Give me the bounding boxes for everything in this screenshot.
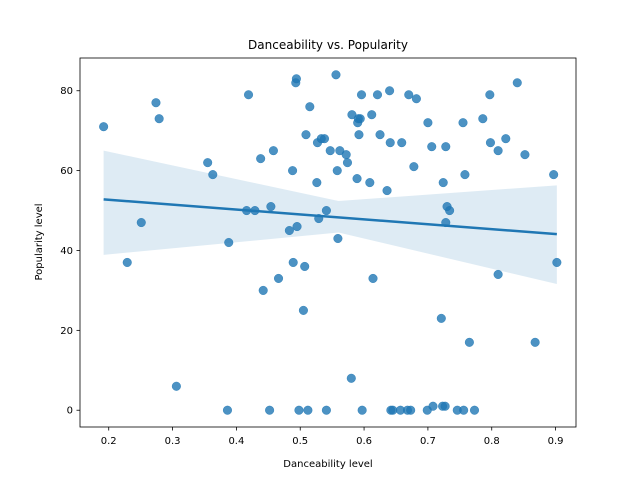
data-point xyxy=(441,402,450,411)
data-point xyxy=(424,118,433,127)
data-point xyxy=(302,130,311,139)
data-point xyxy=(259,286,268,295)
data-point xyxy=(342,150,351,159)
data-point xyxy=(404,90,413,99)
data-point xyxy=(465,338,474,347)
data-point xyxy=(326,146,335,155)
data-point xyxy=(267,202,276,211)
data-point xyxy=(306,102,315,111)
x-tick-label: 0.7 xyxy=(420,436,436,447)
data-point xyxy=(304,406,313,415)
data-point xyxy=(445,206,454,215)
data-point xyxy=(367,110,376,119)
data-point xyxy=(357,90,366,99)
data-point xyxy=(343,158,352,167)
data-point xyxy=(322,406,331,415)
data-point xyxy=(155,114,164,123)
data-point xyxy=(406,406,415,415)
data-point xyxy=(412,94,421,103)
data-point xyxy=(224,238,233,247)
data-point xyxy=(461,170,470,179)
data-point xyxy=(288,166,297,175)
data-point xyxy=(441,142,450,151)
data-point xyxy=(293,222,302,231)
data-point xyxy=(383,186,392,195)
data-point xyxy=(347,374,356,383)
data-point xyxy=(334,234,343,243)
data-point xyxy=(203,158,212,167)
data-point xyxy=(429,402,438,411)
y-tick-label: 20 xyxy=(60,326,73,337)
y-tick-label: 80 xyxy=(60,86,73,97)
y-axis-label: Popularity level xyxy=(34,203,45,280)
y-tick-label: 60 xyxy=(60,166,73,177)
data-point xyxy=(289,258,298,267)
x-tick-label: 0.8 xyxy=(484,436,500,447)
data-point xyxy=(285,226,294,235)
data-point xyxy=(244,90,253,99)
data-point xyxy=(208,170,217,179)
data-point xyxy=(369,274,378,283)
data-point xyxy=(353,174,362,183)
x-tick-label: 0.9 xyxy=(548,436,564,447)
data-point xyxy=(300,262,309,271)
data-point xyxy=(459,406,468,415)
data-point xyxy=(376,130,385,139)
data-point xyxy=(427,142,436,151)
data-point xyxy=(385,86,394,95)
data-point xyxy=(333,166,342,175)
data-point xyxy=(553,258,562,267)
data-point xyxy=(269,146,278,155)
data-point xyxy=(373,90,382,99)
data-point xyxy=(313,178,322,187)
data-point xyxy=(299,306,308,315)
data-point xyxy=(521,150,530,159)
x-tick-label: 0.5 xyxy=(292,436,308,447)
data-point xyxy=(358,406,367,415)
data-point xyxy=(295,406,304,415)
chart-title: Danceability vs. Popularity xyxy=(248,38,408,52)
data-point xyxy=(386,138,395,147)
data-point xyxy=(410,162,419,171)
data-point xyxy=(397,138,406,147)
data-point xyxy=(322,206,331,215)
data-point xyxy=(265,406,274,415)
data-point xyxy=(366,178,375,187)
data-point xyxy=(494,270,503,279)
data-point xyxy=(292,74,301,83)
data-point xyxy=(332,70,341,79)
data-point xyxy=(479,114,488,123)
data-point xyxy=(137,218,146,227)
x-tick-label: 0.4 xyxy=(228,436,244,447)
data-point xyxy=(486,138,495,147)
data-point xyxy=(172,382,181,391)
data-point xyxy=(223,406,232,415)
data-point xyxy=(356,114,365,123)
data-point xyxy=(439,178,448,187)
data-point xyxy=(486,90,495,99)
x-axis-label: Danceability level xyxy=(283,459,372,470)
data-point xyxy=(459,118,468,127)
data-point xyxy=(513,78,522,87)
data-point xyxy=(494,146,503,155)
data-point xyxy=(274,274,283,283)
data-point xyxy=(388,406,397,415)
data-point xyxy=(123,258,132,267)
data-point xyxy=(549,170,558,179)
data-point xyxy=(437,314,446,323)
data-point xyxy=(470,406,479,415)
data-point xyxy=(320,134,329,143)
y-tick-label: 40 xyxy=(60,246,73,257)
x-tick-label: 0.6 xyxy=(356,436,372,447)
x-tick-label: 0.2 xyxy=(101,436,117,447)
data-point xyxy=(99,122,108,131)
data-point xyxy=(355,130,364,139)
data-point xyxy=(152,98,161,107)
x-tick-label: 0.3 xyxy=(165,436,181,447)
data-point xyxy=(501,134,510,143)
data-point xyxy=(256,154,265,163)
y-tick-label: 0 xyxy=(67,406,73,417)
data-point xyxy=(531,338,540,347)
